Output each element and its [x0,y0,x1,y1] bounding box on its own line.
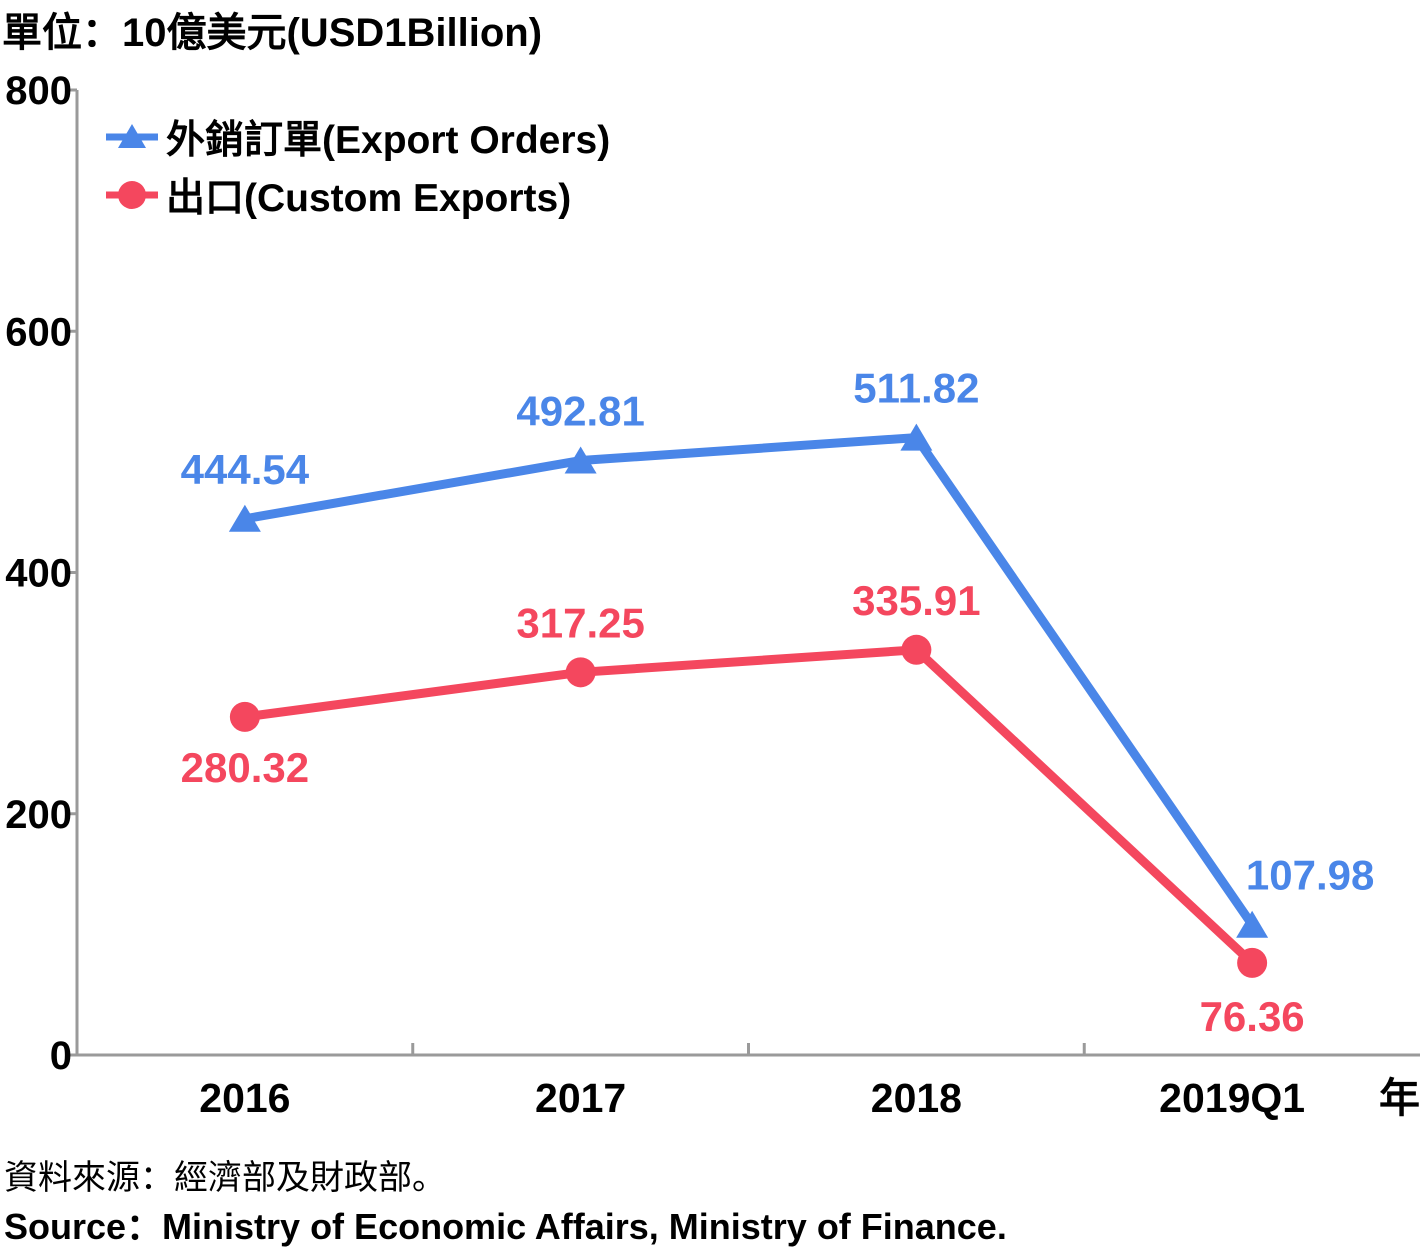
triangle-point [228,504,261,532]
source-note-english: Source：Ministry of Economic Affairs, Min… [4,1206,1007,1247]
circle-marker-icon [106,181,158,209]
series-line-0 [240,433,1257,930]
triangle-point [900,423,933,451]
x-tick-label: 2017 [535,1075,626,1121]
data-label: 317.25 [516,599,644,646]
x-axis-label: 年 [1379,1075,1420,1121]
legend-label-custom-exports: 出口(Custom Exports) [166,177,572,220]
data-label: 107.98 [1246,852,1374,899]
circle-point [229,701,260,732]
legend-label-export-orders: 外銷訂單(Export Orders) [166,119,611,162]
x-tick-label: 2018 [871,1075,962,1121]
y-tick-label: 200 [5,793,72,837]
legend-item-custom-exports: 出口(Custom Exports) [104,166,610,224]
legend-item-export-orders: 外銷訂單(Export Orders) [104,108,610,166]
chart-legend: 外銷訂單(Export Orders) 出口(Custom Exports) [104,108,610,224]
data-label: 511.82 [853,365,979,412]
circle-point [901,634,932,665]
data-label: 444.54 [181,446,310,493]
series-line-1 [240,645,1257,968]
triangle-point [1236,910,1269,938]
y-tick-label: 600 [5,310,72,354]
triangle-point [564,446,597,474]
source-note-chinese: 資料來源：經濟部及財政部。 [4,1158,446,1198]
data-label: 76.36 [1200,993,1305,1040]
data-label: 492.81 [516,388,644,435]
x-tick-label: 2016 [199,1075,290,1121]
unit-label: 單位：10億美元(USD1Billion) [2,11,543,55]
x-tick-label: 2019Q1 [1159,1075,1305,1121]
y-tick-label: 0 [50,1034,72,1078]
circle-point [565,657,596,688]
y-tick-label: 800 [5,69,72,113]
y-tick-label: 400 [5,552,72,596]
triangle-marker-icon [106,124,158,148]
data-label: 280.32 [181,744,309,791]
data-label: 335.91 [852,577,980,624]
circle-point [1237,947,1268,978]
